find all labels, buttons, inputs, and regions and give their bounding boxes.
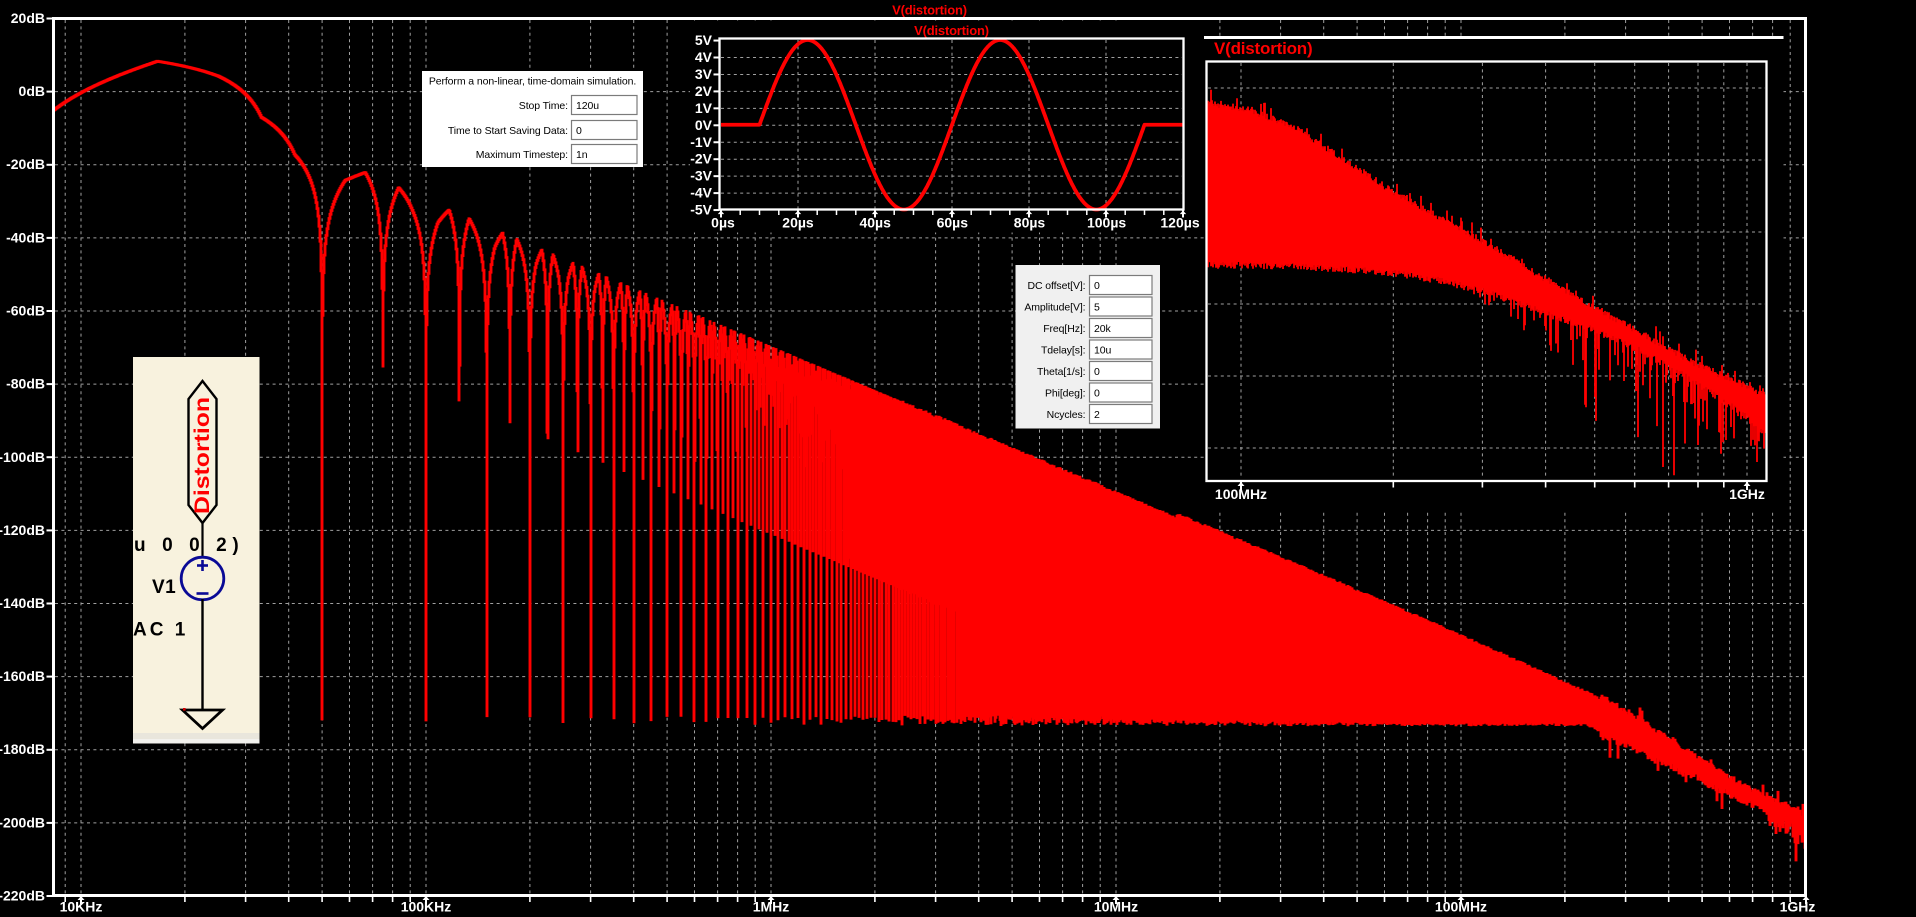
svg-text:10KHz: 10KHz [60, 899, 103, 915]
svg-text:Amplitude[V]:: Amplitude[V]: [1024, 302, 1085, 314]
svg-text:0: 0 [1094, 388, 1100, 400]
svg-text:10u: 10u [1094, 345, 1111, 357]
svg-text:20µs: 20µs [782, 215, 814, 231]
svg-text:Stop Time:: Stop Time: [519, 100, 568, 112]
svg-text:-20dB: -20dB [6, 156, 45, 172]
svg-text:-200dB: -200dB [0, 814, 45, 830]
svg-text:120u: 120u [576, 100, 599, 112]
svg-text:V(distortion): V(distortion) [1214, 39, 1312, 58]
svg-text:DC offset[V]:: DC offset[V]: [1027, 280, 1085, 292]
svg-text:120µs: 120µs [1160, 215, 1199, 231]
svg-text:0µs: 0µs [711, 215, 735, 231]
svg-text:100µs: 100µs [1087, 215, 1126, 231]
svg-text:-60dB: -60dB [6, 303, 45, 319]
svg-text:V(distortion): V(distortion) [914, 23, 989, 38]
svg-text:V1: V1 [152, 577, 176, 598]
svg-text:1GHz: 1GHz [1780, 899, 1816, 915]
svg-text:Distortion: Distortion [190, 397, 214, 514]
svg-text:0: 0 [576, 125, 582, 137]
svg-text:1V: 1V [695, 100, 713, 116]
svg-text:-2V: -2V [690, 151, 712, 167]
svg-text:4V: 4V [695, 49, 713, 65]
svg-text:-120dB: -120dB [0, 522, 45, 538]
svg-text:-40dB: -40dB [6, 229, 45, 245]
svg-text:0: 0 [1094, 366, 1100, 378]
svg-text:0: 0 [1094, 280, 1100, 292]
svg-text:60µs: 60µs [937, 215, 969, 231]
svg-text:100MHz: 100MHz [1215, 486, 1267, 502]
svg-text:AC 1: AC 1 [133, 620, 188, 641]
svg-text:-1V: -1V [690, 134, 712, 150]
svg-text:20k: 20k [1094, 323, 1111, 335]
svg-text:5: 5 [1094, 302, 1100, 314]
svg-text:Time to Start Saving Data:: Time to Start Saving Data: [448, 125, 568, 137]
svg-text:-80dB: -80dB [6, 376, 45, 392]
svg-text:-140dB: -140dB [0, 595, 45, 611]
svg-text:3V: 3V [695, 66, 713, 82]
svg-text:-220dB: -220dB [0, 888, 45, 904]
svg-text:10MHz: 10MHz [1094, 899, 1138, 915]
svg-text:100MHz: 100MHz [1435, 899, 1487, 915]
svg-text:Perform a non-linear, time-dom: Perform a non-linear, time-domain simula… [429, 76, 636, 88]
svg-text:40µs: 40µs [859, 215, 891, 231]
svg-text:1GHz: 1GHz [1729, 486, 1765, 502]
svg-text:5V: 5V [695, 32, 713, 48]
svg-text:2: 2 [1094, 409, 1100, 421]
svg-text:Ncycles:: Ncycles: [1047, 409, 1086, 421]
svg-text:V(distortion): V(distortion) [892, 3, 967, 18]
svg-text:1n: 1n [576, 149, 588, 161]
svg-text:-160dB: -160dB [0, 668, 45, 684]
svg-text:Tdelay[s]:: Tdelay[s]: [1041, 345, 1086, 357]
svg-text:-100dB: -100dB [0, 449, 45, 465]
svg-text:1MHz: 1MHz [753, 899, 790, 915]
svg-text:100KHz: 100KHz [401, 899, 452, 915]
svg-text:-180dB: -180dB [0, 741, 45, 757]
svg-text:0dB: 0dB [19, 83, 45, 99]
svg-text:Theta[1/s]:: Theta[1/s]: [1037, 366, 1086, 378]
svg-text:80µs: 80µs [1014, 215, 1046, 231]
svg-text:-3V: -3V [690, 168, 712, 184]
svg-text:Freq[Hz]:: Freq[Hz]: [1043, 323, 1085, 335]
svg-text:u 0 0 2): u 0 0 2) [134, 535, 244, 556]
svg-text:-4V: -4V [690, 185, 712, 201]
svg-text:20dB: 20dB [11, 10, 45, 26]
svg-text:0V: 0V [695, 117, 713, 133]
svg-text:2V: 2V [695, 83, 713, 99]
svg-text:-5V: -5V [690, 202, 712, 218]
svg-text:Maximum Timestep:: Maximum Timestep: [476, 149, 568, 161]
svg-text:Phi[deg]:: Phi[deg]: [1045, 388, 1086, 400]
